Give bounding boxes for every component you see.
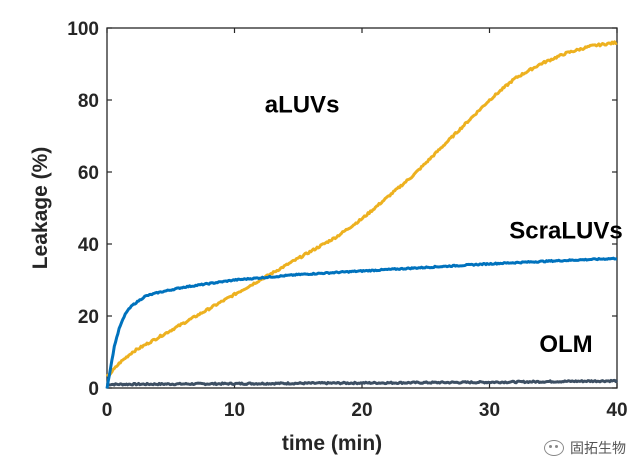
y-tick-label: 0 (88, 379, 99, 400)
watermark-text: 固拓生物 (570, 441, 626, 457)
series-line-scraluvs (105, 256, 618, 389)
x-tick-label: 40 (606, 400, 627, 421)
y-axis-label: Leakage (%) (29, 147, 52, 270)
y-tick-label: 40 (78, 235, 99, 256)
series-line-olm (106, 378, 619, 387)
y-tick-label: 60 (78, 163, 99, 184)
series-label-scraluvs: ScraLUVs (509, 218, 622, 245)
series-line-aluvs (105, 40, 618, 378)
x-tick-label: 0 (102, 400, 113, 421)
watermark: 固拓生物 (544, 438, 626, 458)
x-tick-label: 10 (224, 400, 245, 421)
y-tick-label: 100 (67, 19, 99, 40)
x-tick-label: 30 (479, 400, 500, 421)
y-tick-label: 20 (78, 307, 99, 328)
y-tick-label: 80 (78, 91, 99, 112)
x-axis-label: time (min) (282, 432, 382, 455)
series-label-olm: OLM (539, 331, 592, 358)
series-label-aluvs: aLUVs (265, 92, 340, 119)
x-tick-label: 20 (351, 400, 372, 421)
chat-bubble-icon (544, 440, 564, 456)
